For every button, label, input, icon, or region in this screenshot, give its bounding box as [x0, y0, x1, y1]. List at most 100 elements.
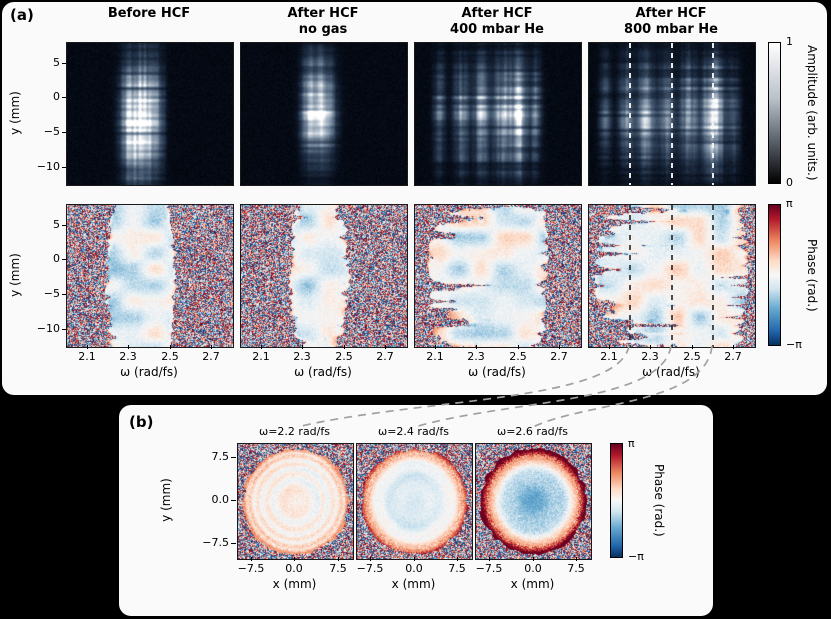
colorbar-tick-min: −π [786, 338, 802, 351]
y-axis-label-phase-row: y (mm) [8, 253, 22, 297]
x-tick: −7.5 [353, 557, 387, 575]
x-axis-label: x (mm) [510, 577, 555, 591]
x-axis-label: ω (rad/fs) [120, 365, 178, 379]
y-tick: −10 [24, 160, 67, 173]
x-tick: 2.1 [592, 345, 626, 363]
x-axis-label: ω (rad/fs) [294, 365, 352, 379]
x-tick: 0.0 [516, 557, 550, 575]
phase-colorbar-label: Phase (rad.) [805, 238, 819, 312]
amplitude-plot-no-gas [240, 42, 408, 186]
x-tick: 2.3 [285, 345, 319, 363]
x-tick: 2.3 [111, 345, 145, 363]
phase-plot-400mbar [414, 204, 582, 348]
y-tick: 0 [24, 90, 67, 103]
beam-phase-plot-2.6 [475, 443, 592, 560]
marker-line-2.4 [671, 205, 673, 347]
y-tick: −5 [24, 287, 67, 300]
amplitude-colorbar [768, 42, 781, 184]
colorbar-tick-min: −π [628, 550, 644, 563]
x-tick: 2.7 [542, 345, 576, 363]
marker-line-2.6 [712, 43, 714, 185]
x-tick: 2.3 [459, 345, 493, 363]
amplitude-map-after-hcf-no-gas [241, 43, 407, 185]
column-title-line: After HCF [635, 6, 707, 21]
beam-title-2.2: ω=2.2 rad/fs [259, 425, 330, 438]
column-title-before-hcf: Before HCF [66, 6, 232, 22]
phase-map-before-hcf [67, 205, 233, 347]
beam-phase-plot-2.2 [237, 443, 354, 560]
x-tick: −7.5 [234, 557, 268, 575]
phase-map-after-hcf-no-gas [241, 205, 407, 347]
x-tick: 2.7 [716, 345, 750, 363]
y-tick: 0 [24, 252, 67, 265]
x-tick: 2.5 [675, 345, 709, 363]
x-tick: 2.3 [633, 345, 667, 363]
phase-map-after-hcf-400mbar [415, 205, 581, 347]
x-tick: −7.5 [472, 557, 506, 575]
column-title-800mbar: After HCF 800 mbar He [588, 6, 754, 38]
marker-line-2.2 [629, 205, 631, 347]
x-tick: 2.1 [244, 345, 278, 363]
phase-plot-800mbar [588, 204, 756, 348]
x-tick: 2.5 [153, 345, 187, 363]
colorbar-tick-min: 0 [786, 176, 793, 189]
marker-line-2.6 [712, 205, 714, 347]
x-tick: 2.5 [501, 345, 535, 363]
colorbar-tick-max: π [628, 437, 635, 450]
x-tick: 7.5 [440, 557, 474, 575]
panel-b-label: (b) [129, 413, 154, 431]
x-tick: 2.5 [327, 345, 361, 363]
beam-title-2.4: ω=2.4 rad/fs [378, 425, 449, 438]
amplitude-colorbar-label: Amplitude (arb. units.) [805, 45, 819, 181]
x-tick: 2.7 [194, 345, 228, 363]
column-title-400mbar: After HCF 400 mbar He [414, 6, 580, 38]
column-title-line: 800 mbar He [624, 22, 718, 37]
beam-phase-map-2.6 [476, 444, 591, 559]
column-title-line: 400 mbar He [450, 22, 544, 37]
x-tick: 2.1 [70, 345, 104, 363]
column-title-no-gas: After HCF no gas [240, 6, 406, 38]
y-tick: −7.5 [193, 536, 236, 549]
x-tick: 7.5 [321, 557, 355, 575]
panel-a: (a) Before HCF After HCF no gas After HC… [2, 2, 827, 395]
colorbar-tick-max: π [786, 197, 793, 210]
beam-phase-map-2.2 [238, 444, 353, 559]
x-tick: 0.0 [397, 557, 431, 575]
x-axis-label: x (mm) [272, 577, 317, 591]
amplitude-plot-400mbar [414, 42, 582, 186]
x-tick: 7.5 [559, 557, 593, 575]
x-tick: 2.1 [418, 345, 452, 363]
marker-line-2.4 [671, 43, 673, 185]
marker-line-2.2 [629, 43, 631, 185]
phase-colorbar [768, 204, 781, 346]
y-tick: −10 [24, 322, 67, 335]
phase-plot-no-gas [240, 204, 408, 348]
panel-b: (b) ω=2.2 rad/fs ω=2.4 rad/fs ω=2.6 rad/… [119, 405, 713, 616]
y-axis-label: y (mm) [159, 478, 173, 522]
amplitude-map-before-hcf [67, 43, 233, 185]
phase-colorbar-label: Phase (rad.) [652, 464, 666, 537]
amplitude-plot-before-hcf [66, 42, 234, 186]
column-title-line: Before HCF [107, 6, 191, 21]
column-title-line: no gas [298, 22, 348, 37]
colorbar-tick-max: 1 [786, 35, 793, 48]
x-axis-label: x (mm) [391, 577, 436, 591]
phase-plot-before-hcf [66, 204, 234, 348]
y-tick: 5 [24, 218, 67, 231]
x-axis-label: ω (rad/fs) [468, 365, 526, 379]
x-axis-label: ω (rad/fs) [642, 365, 700, 379]
y-tick: 7.5 [193, 450, 236, 463]
x-tick: 2.7 [368, 345, 402, 363]
y-tick: 0.0 [193, 493, 236, 506]
amplitude-plot-800mbar [588, 42, 756, 186]
y-axis-label-amplitude-row: y (mm) [8, 91, 22, 135]
column-title-line: After HCF [461, 6, 533, 21]
beam-phase-map-2.4 [357, 444, 472, 559]
amplitude-map-after-hcf-400mbar [415, 43, 581, 185]
phase-colorbar [610, 443, 623, 558]
column-title-line: After HCF [287, 6, 359, 21]
x-tick: 0.0 [277, 557, 311, 575]
panel-a-label: (a) [10, 6, 34, 24]
y-tick: −5 [24, 125, 67, 138]
beam-phase-plot-2.4 [356, 443, 473, 560]
